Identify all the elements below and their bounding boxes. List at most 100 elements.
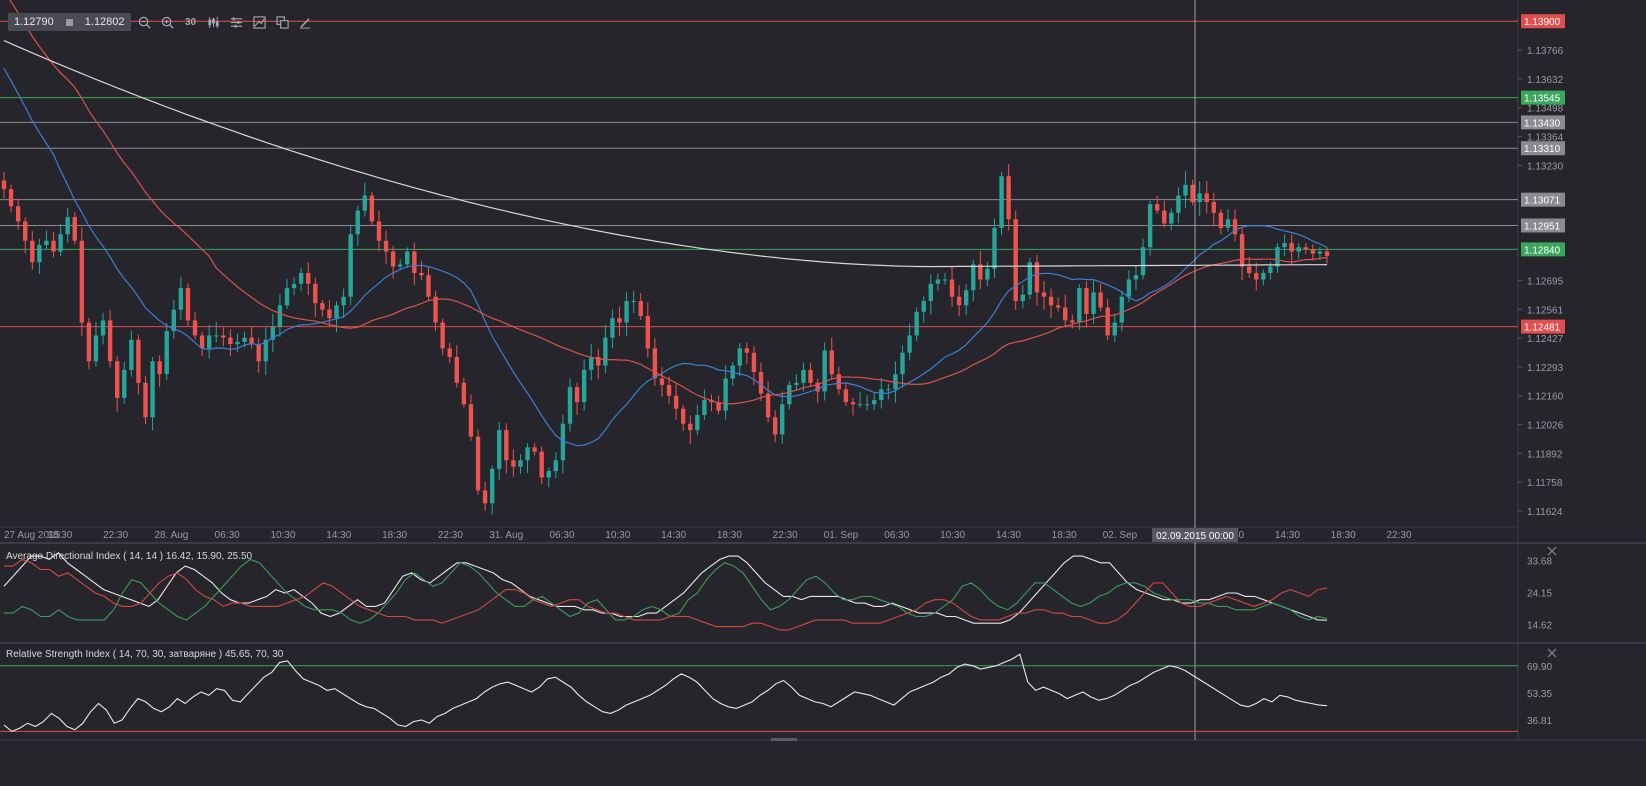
bull-candle: [1183, 184, 1188, 196]
bear-candle: [320, 303, 325, 310]
candles: [1, 164, 1330, 515]
bear-candle: [1013, 219, 1018, 302]
bear-candle: [454, 356, 459, 383]
bear-candle: [815, 382, 820, 392]
rsi-title: Relative Strength Index ( 14, 70, 30, за…: [6, 649, 284, 660]
bull-candle: [942, 279, 948, 281]
price-tick-label: 1.13230: [1527, 161, 1564, 172]
bull-candle: [37, 245, 42, 263]
bear-candle: [1246, 266, 1252, 274]
time-tick-label: 31. Aug: [489, 530, 523, 541]
bear-candle: [383, 240, 389, 252]
price-tick-label: 1.13498: [1527, 104, 1564, 115]
bull-candle: [355, 210, 360, 235]
time-tick-label: 02. Sep: [1103, 530, 1138, 541]
candles-icon[interactable]: [205, 13, 223, 31]
level-price-label: 1.13430: [1524, 118, 1561, 129]
price-tick-label: 1.13364: [1527, 133, 1564, 144]
bear-candle: [72, 217, 77, 241]
bull-candle: [864, 404, 870, 406]
bull-candle: [525, 447, 530, 461]
bull-candle: [206, 335, 212, 349]
bull-candle: [489, 468, 495, 504]
bear-candle: [15, 206, 21, 222]
bear-candle: [829, 350, 834, 375]
level-price-badge: [1521, 242, 1565, 257]
separator-square-icon: [65, 18, 73, 26]
bear-candle: [765, 393, 771, 418]
bear-candle: [221, 335, 226, 338]
adx-tick-label: 14.62: [1527, 620, 1552, 631]
bear-candle: [638, 301, 643, 317]
bear-candle: [79, 240, 85, 323]
bear-candle: [596, 356, 601, 366]
bull-candle: [65, 217, 70, 235]
bear-candle: [256, 344, 261, 362]
bull-candle: [171, 309, 176, 332]
bull-candle: [935, 279, 941, 284]
bull-candle: [914, 311, 919, 336]
bear-candle: [688, 423, 693, 431]
timeframe-label: 30: [184, 16, 197, 28]
bull-candle: [178, 288, 184, 310]
bear-candle: [468, 404, 474, 437]
chart-toolbar: 1.12790 1.12802 30: [8, 13, 315, 31]
time-tick-label: 22:30: [438, 530, 463, 541]
bull-candle: [1133, 275, 1139, 280]
bull-candle: [122, 369, 127, 398]
bull-candle: [971, 264, 976, 291]
bear-candle: [185, 288, 191, 321]
scroll-handle: [771, 738, 797, 741]
bear-candle: [440, 322, 445, 349]
bull-candle: [963, 290, 969, 306]
bear-candle: [419, 273, 424, 276]
bull-candle: [801, 369, 806, 383]
bull-candle: [921, 301, 926, 312]
bear-candle: [843, 389, 849, 403]
bull-candle: [164, 331, 169, 375]
bid-ask-box: 1.12790 1.12802: [8, 13, 131, 31]
settings-sliders-icon[interactable]: [228, 13, 246, 31]
price-tick-label: 1.12026: [1527, 421, 1564, 432]
time-tick-label: 01. Sep: [824, 530, 859, 541]
chart-area-icon[interactable]: [251, 13, 269, 31]
bear-candle: [1034, 262, 1040, 293]
bear-candle: [680, 408, 686, 424]
bull-candle: [567, 387, 573, 424]
adx-minus-di-line: [4, 558, 1328, 631]
bear-candle: [772, 417, 778, 435]
bear-candle: [136, 339, 141, 383]
bear-candle: [758, 372, 764, 394]
copy-icon[interactable]: [274, 13, 292, 31]
bear-candle: [107, 320, 113, 362]
bull-candle: [1197, 193, 1202, 203]
bear-candle: [1006, 176, 1011, 220]
bear-candle: [482, 490, 488, 504]
pencil-icon[interactable]: [297, 13, 315, 31]
bear-candle: [313, 283, 318, 304]
bull-candle: [235, 341, 240, 345]
bear-candle: [1, 180, 7, 190]
bull-candle: [794, 382, 799, 385]
price-tick-label: 1.13632: [1527, 75, 1564, 86]
bear-candle: [390, 251, 396, 267]
zoom-in-icon[interactable]: [159, 13, 177, 31]
time-tick-label: 28. Aug: [154, 530, 188, 541]
zoom-out-icon[interactable]: [136, 13, 154, 31]
bull-candle: [214, 335, 219, 337]
bear-candle: [327, 309, 332, 319]
sma-mid-line: [9, 0, 1328, 405]
bear-candle: [1218, 212, 1224, 228]
timeframe-button[interactable]: 30: [182, 13, 200, 31]
bear-candle: [157, 361, 162, 375]
sma-slow-line: [3, 40, 1328, 268]
bull-candle: [1020, 294, 1025, 302]
level-price-label: 1.13310: [1524, 144, 1561, 155]
bull-candle: [405, 251, 410, 265]
bear-candle: [1055, 305, 1061, 308]
bull-candle: [362, 195, 368, 211]
bull-candle: [780, 404, 785, 435]
adx-adx-line: [3, 551, 1328, 624]
